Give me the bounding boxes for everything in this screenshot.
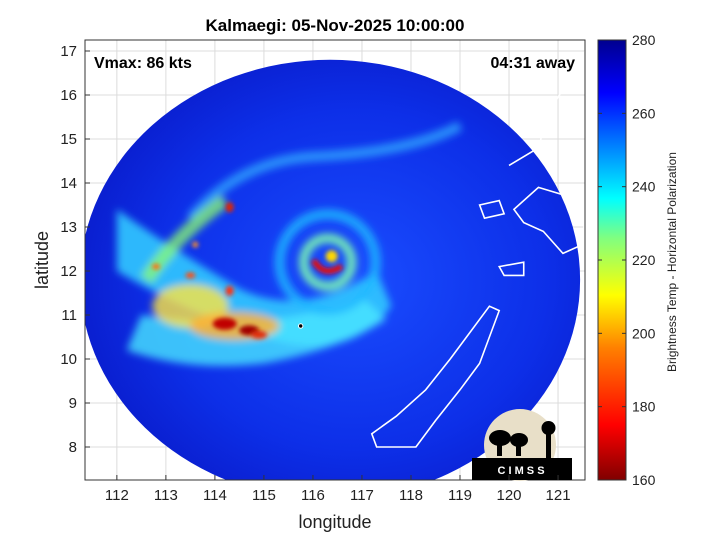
cold-cloud-spot — [185, 272, 196, 279]
x-tick-label: 121 — [546, 487, 571, 504]
colorbar-tick-label: 280 — [632, 32, 656, 48]
colorbar-ticks: 160 180 200 220 240 260 280 — [598, 32, 656, 488]
x-tick-label: 117 — [350, 487, 374, 504]
spiral-band-west — [140, 194, 229, 284]
spiral-band-north — [186, 121, 463, 222]
y-tick-label: 9 — [69, 395, 77, 412]
colorbar-tick-label: 220 — [632, 252, 656, 268]
eyewall-cold-core — [311, 258, 344, 274]
colorbar — [597, 39, 627, 481]
chart-title: Kalmaegi: 05-Nov-2025 10:00:00 — [206, 16, 465, 35]
colorbar-tick-label: 160 — [632, 472, 656, 488]
eye — [325, 250, 338, 263]
cold-cloud-spots — [152, 202, 344, 339]
x-tick-label: 113 — [154, 487, 178, 504]
coast-calamian — [497, 261, 525, 277]
y-tick-label: 17 — [60, 43, 77, 60]
coast-islet — [478, 199, 506, 220]
x-axis-label: longitude — [298, 512, 371, 532]
y-axis-ticks: 8 9 10 11 12 13 14 15 16 17 — [60, 43, 90, 456]
cold-cloud-spot — [192, 241, 199, 248]
y-tick-label: 10 — [60, 351, 77, 368]
best-track-marker — [297, 323, 304, 329]
plot-border — [84, 39, 586, 481]
cold-cloud-spot — [225, 285, 234, 296]
eyewall-ring — [299, 233, 357, 291]
coast-luzon — [508, 50, 585, 167]
time-away-annotation: 04:31 away — [490, 55, 575, 72]
x-tick-label: 116 — [301, 487, 325, 504]
colorbar-tick-label: 240 — [632, 179, 656, 195]
cold-cloud-spot — [212, 317, 237, 330]
x-tick-label: 119 — [448, 487, 472, 504]
x-tick-label: 115 — [252, 487, 276, 504]
vmax-annotation: Vmax: 86 kts — [94, 55, 192, 72]
colorbar-tick-label: 180 — [632, 399, 656, 415]
x-tick-label: 118 — [399, 487, 423, 504]
cold-cloud-spot — [251, 330, 268, 339]
y-tick-label: 14 — [60, 175, 77, 192]
y-tick-label: 8 — [69, 439, 77, 456]
swath-layer — [85, 50, 585, 480]
colorbar-tick-label: 260 — [632, 105, 656, 121]
y-tick-label: 12 — [60, 263, 77, 280]
x-tick-label: 120 — [497, 487, 522, 504]
y-axis-label: latitude — [32, 231, 52, 289]
cimss-logo: C I M S S — [472, 409, 572, 481]
cimss-logo-text: C I M S S — [497, 465, 544, 477]
cold-cloud-spot — [225, 202, 234, 213]
x-tick-label: 114 — [203, 487, 227, 504]
outer-rainband — [274, 209, 381, 316]
colorbar-tick-label: 200 — [632, 325, 656, 341]
y-tick-label: 15 — [60, 131, 77, 148]
y-tick-label: 13 — [60, 219, 77, 236]
x-axis-ticks: 112 113 114 115 116 117 118 119 120 121 — [105, 475, 571, 504]
y-tick-label: 16 — [60, 87, 77, 104]
coast-mindoro — [512, 186, 585, 255]
y-tick-label: 11 — [61, 307, 77, 324]
cold-cloud-spot — [152, 263, 161, 270]
x-tick-label: 112 — [105, 487, 129, 504]
coastline — [370, 50, 585, 448]
coast-palawan — [370, 305, 501, 448]
colorbar-label: Brightness Temp - Horizontal Polarizatio… — [665, 152, 679, 372]
